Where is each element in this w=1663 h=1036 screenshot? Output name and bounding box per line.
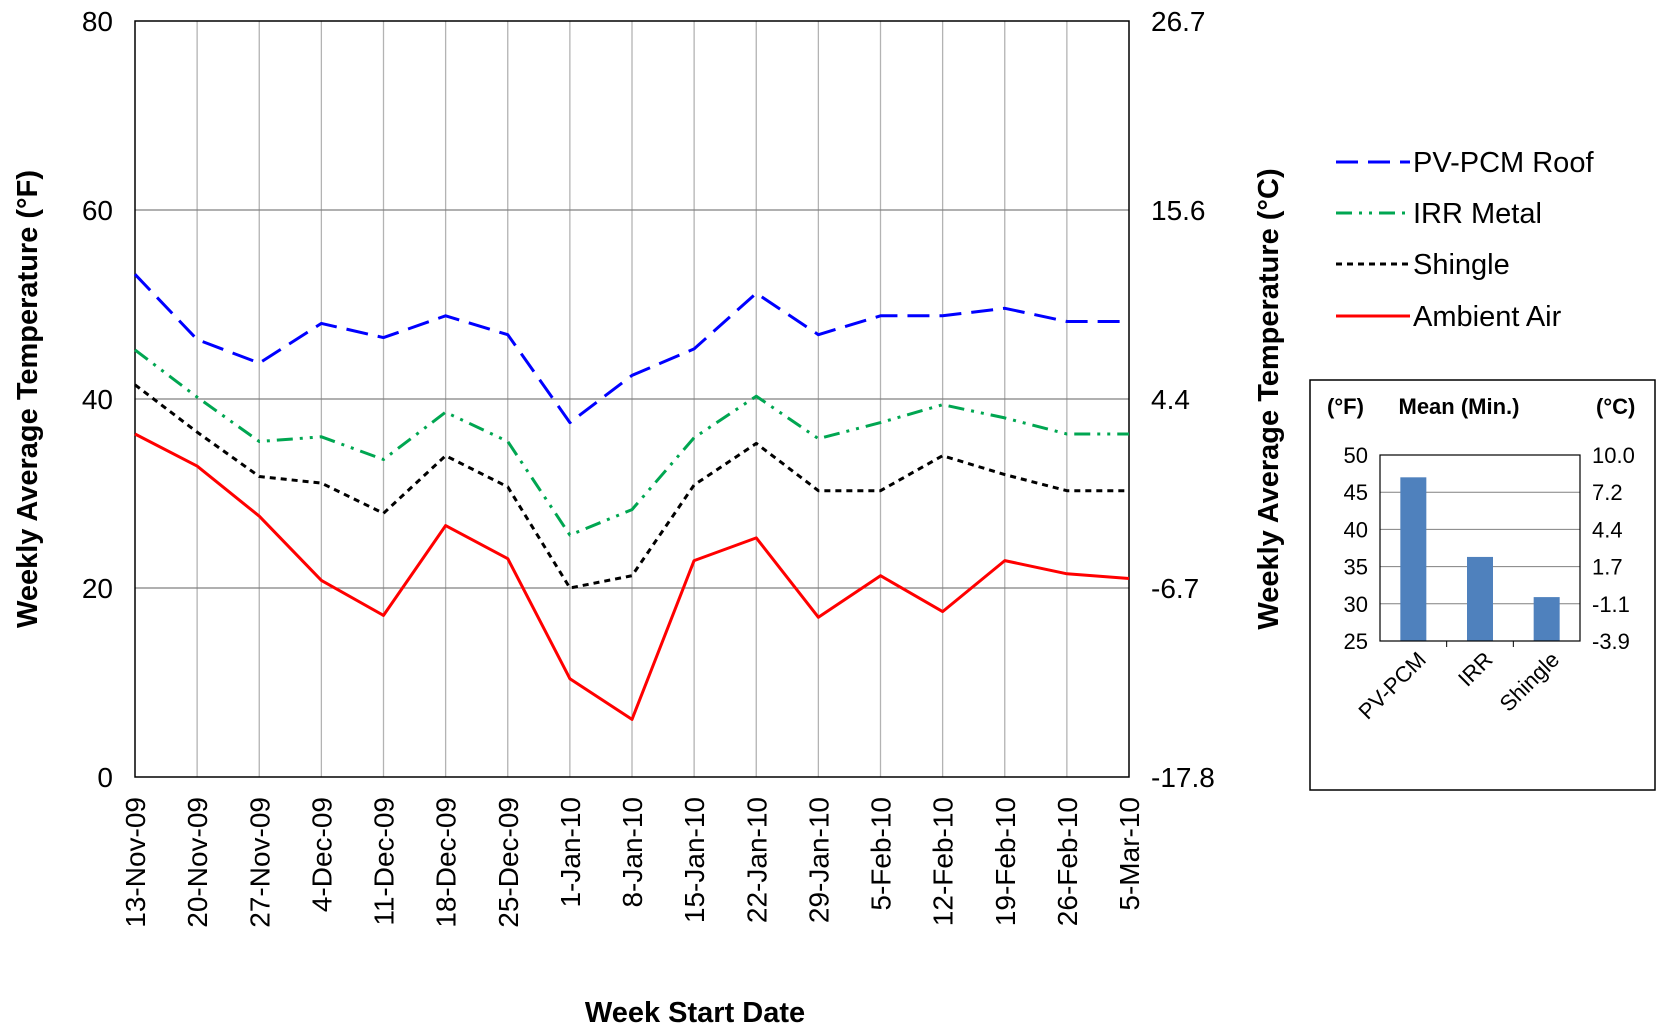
x-tick-label: 26-Feb-10 <box>1052 797 1083 926</box>
x-tick-label: 8-Jan-10 <box>617 797 648 908</box>
right-y-tick-label: -17.8 <box>1151 762 1215 793</box>
inset-right-tick-label: 1.7 <box>1592 555 1623 580</box>
right-y-tick-label: -6.7 <box>1151 573 1199 604</box>
x-tick-label: 15-Jan-10 <box>679 797 710 923</box>
x-tick-label: 20-Nov-09 <box>182 797 213 928</box>
inset-bar <box>1467 556 1493 641</box>
series-line-ambient-air <box>134 432 1130 721</box>
inset-left-tick-label: 40 <box>1344 517 1368 542</box>
right-y-tick-label: 4.4 <box>1151 384 1190 415</box>
inset-left-tick-label: 35 <box>1344 555 1368 580</box>
right-y-tick-label: 15.6 <box>1151 195 1206 226</box>
legend-label: PV-PCM Roof <box>1413 147 1594 179</box>
left-y-tick-label: 60 <box>82 195 113 226</box>
x-tick-label: 29-Jan-10 <box>803 797 834 923</box>
left-y-tick-label: 80 <box>82 6 113 37</box>
x-tick-label: 5-Mar-10 <box>1114 797 1145 911</box>
x-tick-label: 11-Dec-09 <box>369 797 400 926</box>
x-tick-label: 19-Feb-10 <box>990 797 1021 926</box>
legend-label: Ambient Air <box>1413 301 1562 333</box>
x-tick-label: 18-Dec-09 <box>431 797 462 928</box>
left-y-axis-title: Weekly Average Temperature (°F) <box>12 170 44 628</box>
left-y-tick-label: 20 <box>82 573 113 604</box>
x-tick-labels: 13-Nov-09 20-Nov-09 27-Nov-09 4-Dec-09 11-De… <box>120 797 1145 928</box>
inset-left-tick-label: 30 <box>1344 592 1368 617</box>
x-tick-label: 12-Feb-10 <box>928 797 959 926</box>
x-tick-label: 25-Dec-09 <box>493 797 524 928</box>
x-tick-label: 27-Nov-09 <box>244 797 275 928</box>
x-tick-label: 5-Feb-10 <box>866 797 897 911</box>
left-y-tick-labels: 0 20 40 60 80 <box>82 6 113 793</box>
inset-right-tick-label: 4.4 <box>1592 517 1623 542</box>
inset-right-tick-label: -1.1 <box>1592 592 1630 617</box>
left-y-tick-label: 0 <box>97 762 113 793</box>
inset-left-tick-label: 45 <box>1344 480 1368 505</box>
right-y-tick-label: 26.7 <box>1151 6 1206 37</box>
main-series-group <box>133 273 1130 721</box>
inset-right-tick-label: 7.2 <box>1592 480 1623 505</box>
main-plot-frame <box>134 20 1130 778</box>
inset-bars <box>1400 477 1560 647</box>
right-y-axis-title: Weekly Average Temperature (°C) <box>1253 168 1285 629</box>
inset-bar <box>1400 477 1427 641</box>
x-tick-label: 22-Jan-10 <box>741 797 772 923</box>
x-axis-title: Week Start Date <box>585 997 805 1029</box>
main-gridlines <box>135 21 1129 777</box>
inset-right-tick-labels: -3.9 -1.1 1.7 4.4 7.2 10.0 <box>1592 443 1635 654</box>
legend-label: IRR Metal <box>1413 198 1542 230</box>
x-tick-label: 13-Nov-09 <box>120 797 151 928</box>
inset-left-tick-label: 25 <box>1344 629 1368 654</box>
inset-bar <box>1533 597 1560 641</box>
x-tick-label: 4-Dec-09 <box>306 797 337 912</box>
inset-right-unit: (°C) <box>1596 394 1635 419</box>
series-line-pv-pcm-roof <box>133 273 1129 425</box>
legend: PV-PCM Roof IRR Metal Shingle Ambient Air <box>1336 147 1594 333</box>
inset-right-tick-label: -3.9 <box>1592 629 1630 654</box>
series-line-irr-metal <box>134 348 1129 537</box>
left-y-tick-label: 40 <box>82 384 113 415</box>
legend-label: Shingle <box>1413 249 1510 281</box>
inset-left-tick-label: 50 <box>1344 443 1368 468</box>
x-tick-label: 1-Jan-10 <box>555 797 586 908</box>
inset-left-tick-labels: 25 30 35 40 45 50 <box>1344 443 1368 654</box>
right-y-tick-labels: -17.8 -6.7 4.4 15.6 26.7 <box>1151 6 1215 793</box>
inset-plot-frame <box>1379 454 1581 642</box>
inset-left-unit: (°F) <box>1327 394 1364 419</box>
inset-right-tick-label: 10.0 <box>1592 443 1635 468</box>
inset-title: Mean (Min.) <box>1399 394 1520 419</box>
